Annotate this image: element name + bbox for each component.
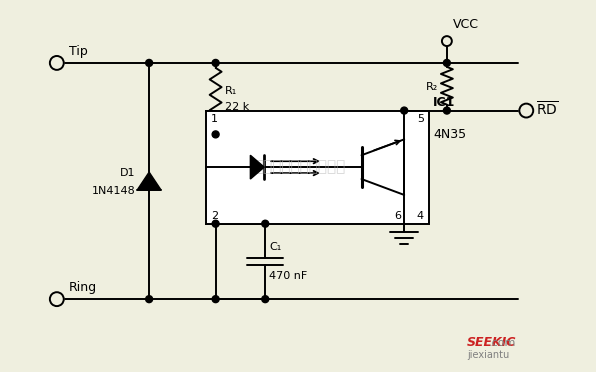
Circle shape bbox=[145, 60, 153, 66]
Circle shape bbox=[212, 296, 219, 303]
Circle shape bbox=[262, 296, 269, 303]
Bar bbox=[206, 110, 429, 224]
Text: IC1: IC1 bbox=[433, 96, 455, 109]
Text: .com: .com bbox=[489, 338, 516, 348]
Circle shape bbox=[519, 104, 533, 118]
Text: 5: 5 bbox=[417, 113, 424, 124]
Text: 470 nF: 470 nF bbox=[269, 271, 308, 281]
Text: 杭州拾睹科技有限公司: 杭州拾睹科技有限公司 bbox=[254, 160, 346, 174]
Text: 4N35: 4N35 bbox=[433, 128, 466, 141]
Text: R₂: R₂ bbox=[426, 82, 438, 92]
Text: 1: 1 bbox=[210, 113, 218, 124]
Text: D1: D1 bbox=[120, 168, 135, 178]
Text: $\overline{\mathrm{RD}}$: $\overline{\mathrm{RD}}$ bbox=[536, 100, 558, 119]
Text: jiexiantu: jiexiantu bbox=[467, 350, 509, 360]
Text: 22 k: 22 k bbox=[225, 102, 249, 112]
Polygon shape bbox=[250, 155, 264, 179]
Circle shape bbox=[50, 292, 64, 306]
Circle shape bbox=[212, 60, 219, 66]
Circle shape bbox=[212, 220, 219, 227]
Text: 1N4148: 1N4148 bbox=[91, 186, 135, 196]
Circle shape bbox=[443, 107, 451, 114]
Circle shape bbox=[443, 60, 451, 66]
Circle shape bbox=[401, 107, 408, 114]
Circle shape bbox=[212, 131, 219, 138]
Text: VCC: VCC bbox=[453, 18, 479, 31]
Circle shape bbox=[262, 220, 269, 227]
Text: R₁: R₁ bbox=[225, 86, 237, 96]
Polygon shape bbox=[137, 172, 161, 190]
Text: Ring: Ring bbox=[69, 281, 97, 294]
Circle shape bbox=[50, 56, 64, 70]
Text: 4: 4 bbox=[417, 211, 424, 221]
Text: Tip: Tip bbox=[69, 45, 88, 58]
Text: 6: 6 bbox=[394, 211, 401, 221]
Circle shape bbox=[145, 296, 153, 303]
Circle shape bbox=[442, 36, 452, 46]
Text: 2: 2 bbox=[210, 211, 218, 221]
Text: C₁: C₁ bbox=[269, 241, 281, 251]
Text: SEEKIC: SEEKIC bbox=[467, 336, 516, 349]
